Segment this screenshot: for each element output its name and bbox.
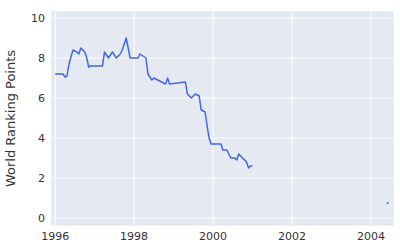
tick-label: 2 [38,172,45,185]
tick-label: 8 [38,52,45,65]
line [55,38,389,203]
tick-label: 0 [38,212,45,225]
grid-line [291,12,292,225]
grid-line [52,218,393,219]
grid-line [52,178,393,179]
tick-label: 4 [38,132,45,145]
grid-line [213,12,214,225]
tick-label: 10 [31,12,45,25]
y-label: World Ranking Points [3,50,18,187]
tick-label: 1996 [41,230,69,243]
series [55,38,389,203]
tick-label: 2000 [199,230,227,243]
grid-line [52,18,393,19]
tick-label: 2002 [278,230,306,243]
grid-line [52,138,393,139]
plot-area [52,12,393,225]
grid-line [52,98,393,99]
grid-line [55,12,56,225]
tick-label: 2004 [357,230,385,243]
chart: 0 2 4 6 8 10 1996 1998 2000 2002 2004 World Ranking… [0,0,400,250]
tick-label: 1998 [120,230,148,243]
tick-label: 6 [38,92,45,105]
grid-line [134,12,135,225]
grid-line [370,12,371,225]
